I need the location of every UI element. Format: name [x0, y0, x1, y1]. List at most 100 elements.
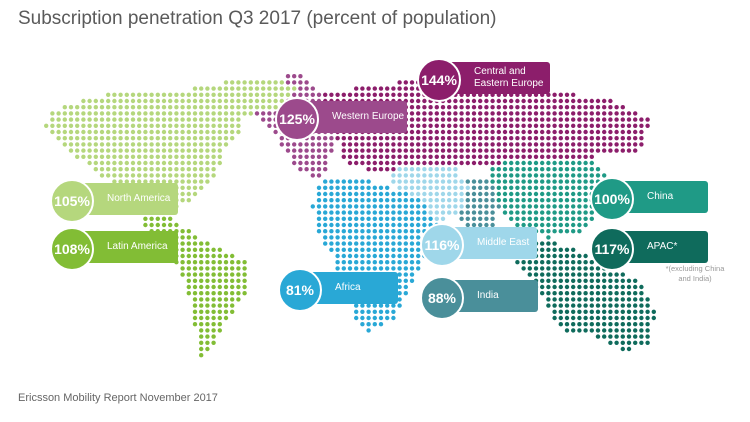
map-dot [106, 117, 111, 122]
map-dot [174, 136, 179, 141]
value-circle-africa: 81% [278, 268, 322, 312]
map-dot [416, 235, 421, 240]
map-dot [168, 129, 173, 135]
map-dot [595, 309, 601, 314]
map-dot [378, 322, 384, 327]
map-dot [81, 105, 86, 110]
map-dot [571, 229, 576, 234]
map-dot [577, 260, 582, 265]
map-dot [496, 123, 501, 128]
map-dot [496, 148, 501, 153]
map-dot [385, 241, 390, 246]
map-dot [558, 216, 563, 221]
map-dot [639, 129, 644, 135]
map-dot [143, 105, 148, 110]
map-dot [68, 129, 74, 135]
map-dot [447, 179, 452, 184]
map-dot [409, 92, 415, 98]
map-dot [217, 284, 222, 290]
map-dot [211, 160, 216, 166]
map-dot [211, 105, 216, 110]
map-dot [354, 136, 359, 141]
map-dot [577, 297, 582, 302]
map-dot [285, 92, 291, 98]
map-dot [360, 179, 365, 184]
map-dot [478, 210, 483, 215]
map-dot [292, 86, 297, 91]
map-dot [540, 266, 545, 271]
map-dot [409, 142, 415, 147]
map-dot [639, 309, 644, 314]
map-dot [509, 210, 514, 215]
map-dot [564, 272, 570, 277]
map-dot [409, 117, 415, 122]
map-dot [180, 105, 185, 110]
map-dot [230, 123, 235, 128]
map-dot [645, 315, 650, 321]
map-dot [409, 222, 415, 228]
map-dot [440, 204, 446, 209]
map-dot [564, 191, 570, 197]
map-dot [205, 303, 210, 308]
map-dot [391, 253, 396, 259]
map-dot [304, 167, 309, 172]
map-dot [354, 241, 359, 246]
map-dot [155, 117, 160, 122]
map-dot [130, 105, 136, 110]
map-dot [137, 167, 142, 172]
map-dot [521, 160, 526, 166]
map-dot [620, 322, 625, 327]
map-dot [366, 179, 371, 184]
map-dot [639, 328, 644, 333]
map-dot [360, 210, 365, 215]
map-dot [453, 142, 458, 147]
map-dot [459, 216, 464, 221]
map-dot [335, 216, 340, 221]
map-dot [428, 136, 433, 141]
map-dot [521, 216, 526, 221]
map-dot [391, 260, 396, 265]
map-dot [416, 123, 421, 128]
map-dot [409, 148, 415, 153]
map-dot [626, 142, 632, 147]
map-dot [502, 111, 508, 116]
map-dot [81, 154, 86, 159]
map-dot [546, 229, 551, 234]
map-dot [186, 229, 191, 234]
map-dot [199, 340, 204, 345]
map-dot [372, 160, 377, 166]
map-dot [56, 111, 61, 116]
map-dot [589, 322, 594, 327]
map-dot [211, 123, 216, 128]
map-dot [242, 80, 247, 85]
map-dot [434, 129, 439, 135]
map-dot [223, 272, 229, 277]
map-dot [440, 198, 446, 203]
map-dot [552, 173, 557, 178]
map-dot [199, 353, 204, 358]
map-dot [614, 291, 619, 296]
map-dot [602, 117, 607, 122]
map-dot [230, 272, 235, 277]
map-dot [602, 309, 607, 314]
map-dot [546, 291, 551, 296]
map-dot [329, 229, 334, 234]
map-dot [112, 136, 117, 141]
map-dot [242, 272, 247, 277]
map-dot [217, 129, 222, 135]
map-dot [372, 204, 377, 209]
map-dot [180, 191, 185, 197]
map-dot [180, 160, 185, 166]
map-dot [571, 210, 576, 215]
map-dot [341, 204, 346, 209]
map-dot [453, 179, 458, 184]
map-dot [180, 117, 185, 122]
map-dot [459, 105, 464, 110]
map-dot [626, 284, 632, 290]
map-dot [428, 142, 433, 147]
map-dot [515, 148, 520, 153]
map-dot [546, 204, 551, 209]
map-dot [496, 191, 501, 197]
map-dot [552, 185, 557, 190]
map-dot [608, 284, 613, 290]
